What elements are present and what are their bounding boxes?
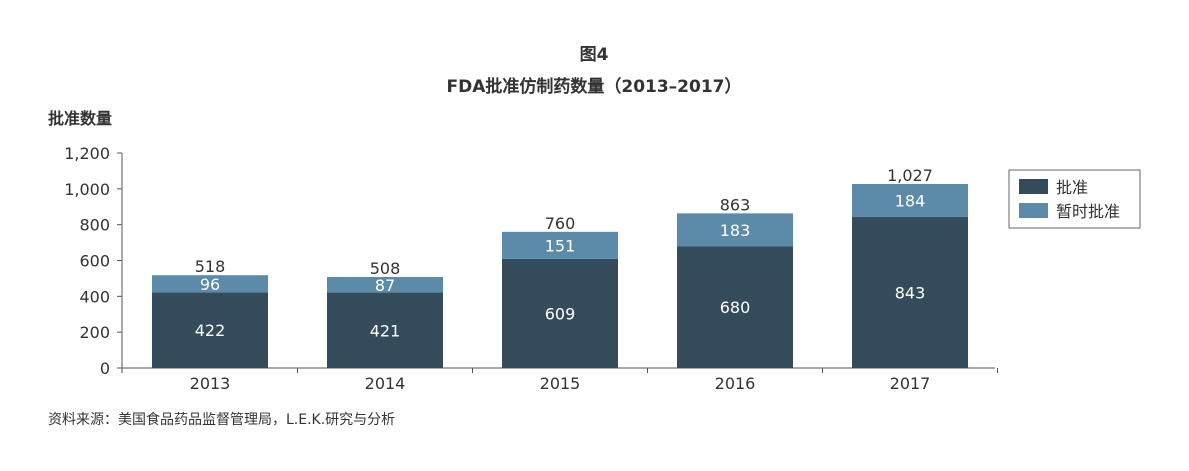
chart-title: 图4 [580, 45, 609, 65]
source-note: 资料来源：美国食品药品监督管理局，L.E.K.研究与分析 [48, 411, 395, 428]
x-tick-label: 2015 [540, 374, 581, 393]
bar-segment-approved [327, 292, 443, 368]
bar-segment-approved [677, 246, 793, 368]
x-tick-label: 2014 [365, 374, 406, 393]
bar-segment-tentative [152, 275, 268, 293]
bar-total-label: 863 [720, 195, 751, 214]
x-tick-label: 2013 [190, 374, 231, 393]
x-tick-label: 2016 [715, 374, 756, 393]
legend-swatch [1019, 179, 1048, 194]
bar-value-label: 422 [195, 321, 226, 340]
bar-value-label: 183 [720, 221, 751, 240]
x-tick-label: 2017 [890, 374, 931, 393]
bar-segment-tentative [677, 213, 793, 247]
bar-segment-tentative [327, 276, 443, 293]
bar-total-label: 760 [545, 214, 576, 233]
bar-segment-approved [502, 258, 618, 368]
y-tick-label: 400 [79, 287, 110, 306]
bar-value-label: 87 [375, 276, 395, 295]
bar-segment-tentative [502, 231, 618, 259]
bar-value-label: 609 [545, 304, 576, 323]
legend-label: 批准 [1056, 178, 1088, 197]
chart-subtitle: FDA批准仿制药数量（2013–2017） [446, 76, 741, 97]
bar-segment-approved [852, 216, 968, 368]
bar-total-label: 508 [370, 259, 401, 278]
bar-value-label: 421 [370, 321, 401, 340]
y-tick-label: 1,200 [64, 144, 110, 163]
bar-value-label: 843 [895, 283, 926, 302]
y-tick-label: 1,000 [64, 180, 110, 199]
y-tick-label: 0 [100, 359, 110, 378]
bar-total-label: 1,027 [887, 166, 933, 185]
bar-segment-tentative [852, 183, 968, 217]
y-tick-label: 200 [79, 323, 110, 342]
y-axis-label: 批准数量 [48, 109, 112, 128]
bar-segment-approved [152, 292, 268, 368]
bar-value-label: 151 [545, 236, 576, 255]
y-tick-label: 600 [79, 252, 110, 271]
bar-total-label: 518 [195, 257, 226, 276]
bar-value-label: 96 [200, 275, 220, 294]
legend-swatch [1019, 203, 1048, 218]
y-tick-label: 800 [79, 216, 110, 235]
bar-value-label: 680 [720, 298, 751, 317]
bar-value-label: 184 [895, 191, 926, 210]
axes: 0 200 400 600 800 1,000 1,200 2013 2014 2015 2016 2… [64, 144, 998, 393]
legend-label: 暂时批准 [1056, 202, 1120, 221]
